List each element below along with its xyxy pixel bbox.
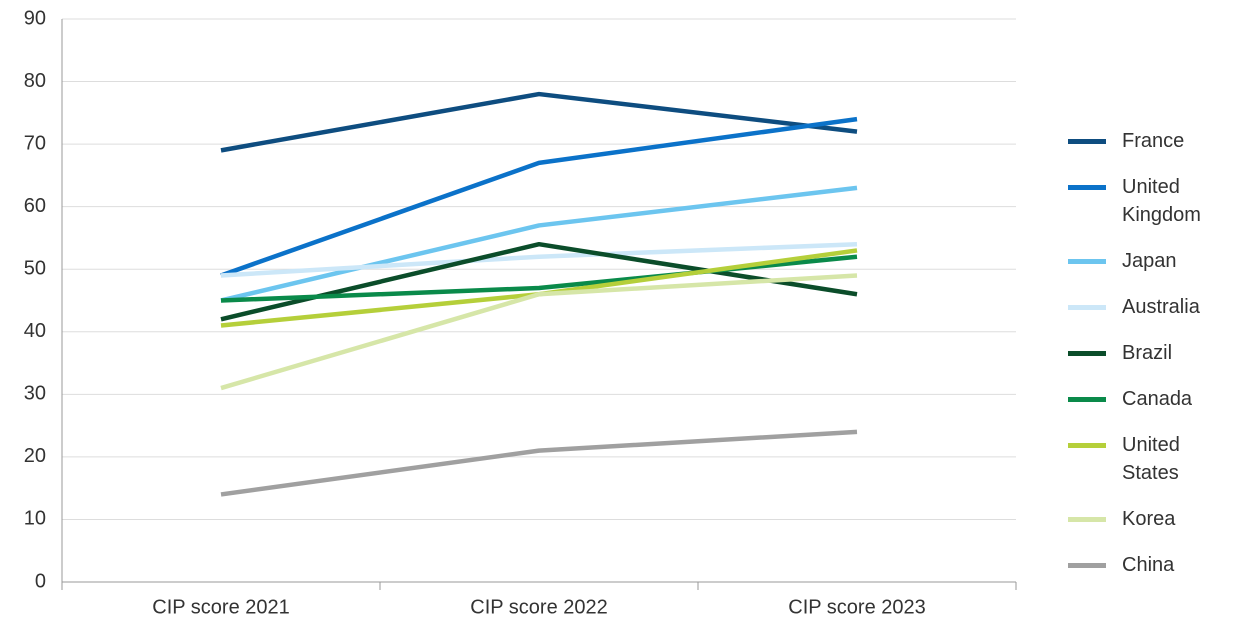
legend-item: France	[1060, 127, 1230, 155]
series-line	[220, 241, 858, 278]
x-tick-label: CIP score 2022	[470, 596, 608, 618]
legend-item: United Kingdom	[1060, 173, 1230, 229]
series-line	[220, 273, 858, 391]
legend: France United Kingdom Japan Australia Brazil…	[1060, 127, 1230, 579]
legend-item: Canada	[1060, 385, 1230, 413]
y-tick-label: 80	[24, 70, 46, 92]
legend-item: Korea	[1060, 505, 1230, 533]
y-tick-label: 70	[24, 132, 46, 154]
legend-item: China	[1060, 551, 1230, 579]
y-tick-label: 90	[24, 7, 46, 29]
series-line	[220, 116, 858, 278]
legend-label: United States	[1122, 434, 1180, 484]
series-line	[220, 91, 858, 153]
legend-item: Australia	[1060, 293, 1230, 321]
y-tick-label: 40	[24, 320, 46, 342]
legend-label: Korea	[1122, 508, 1176, 530]
legend-item: United States	[1060, 431, 1230, 487]
legend-swatch	[1068, 139, 1106, 144]
y-tick-label: 60	[24, 195, 46, 217]
y-tick-label: 50	[24, 258, 46, 280]
series-line	[220, 185, 858, 303]
legend-label: Canada	[1122, 388, 1193, 410]
legend-label: France	[1122, 130, 1185, 152]
y-tick-label: 0	[35, 570, 46, 592]
legend-swatch	[1068, 443, 1106, 448]
legend-swatch	[1068, 185, 1106, 190]
x-tick-label: CIP score 2021	[152, 596, 290, 618]
legend-label: China	[1122, 554, 1175, 576]
legend-label: Japan	[1122, 250, 1177, 272]
legend-swatch	[1068, 305, 1106, 310]
x-tick-label: CIP score 2023	[788, 596, 926, 618]
legend-swatch	[1068, 351, 1106, 356]
legend-item: Japan	[1060, 247, 1230, 275]
y-tick-label: 30	[24, 383, 46, 405]
legend-item: Brazil	[1060, 339, 1230, 367]
legend-swatch	[1068, 563, 1106, 568]
legend-label: Australia	[1122, 296, 1200, 318]
legend-swatch	[1068, 397, 1106, 402]
series-line	[220, 429, 858, 497]
y-tick-label: 10	[24, 508, 46, 530]
legend-label: United Kingdom	[1122, 176, 1201, 226]
legend-swatch	[1068, 259, 1106, 264]
legend-label: Brazil	[1122, 342, 1173, 364]
y-tick-label: 20	[24, 445, 46, 467]
legend-swatch	[1068, 517, 1106, 522]
